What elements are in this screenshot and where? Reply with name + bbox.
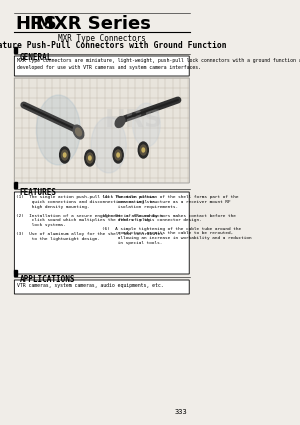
Bar [14, 47, 17, 53]
Circle shape [61, 150, 68, 160]
FancyBboxPatch shape [14, 78, 189, 183]
Text: (2)  Installation of a secure engagement is allowed by a
      click sound which: (2) Installation of a secure engagement … [16, 213, 163, 227]
Text: (5)  One of the conductors makes contact before the
      others in this connect: (5) One of the conductors makes contact … [102, 213, 236, 222]
Bar [14, 182, 17, 188]
Circle shape [113, 147, 123, 163]
Circle shape [36, 95, 80, 165]
Text: (4)  The male portion of the shell forms part of the
      connecting structure : (4) The male portion of the shell forms … [102, 195, 239, 209]
Text: HRS: HRS [105, 108, 163, 132]
Text: VTR cameras, system cameras, audio equipments, etc.: VTR cameras, system cameras, audio equip… [17, 283, 164, 288]
Text: MXR type connectors are miniature, light-weight, push-pull lock connectors with : MXR type connectors are miniature, light… [17, 58, 300, 70]
FancyBboxPatch shape [14, 56, 189, 76]
Circle shape [60, 147, 70, 163]
Text: MXR Type Connectors: MXR Type Connectors [58, 34, 146, 43]
Text: (1)  The single action push-pull lock function allows
      quick connections an: (1) The single action push-pull lock fun… [16, 195, 155, 209]
Circle shape [117, 153, 119, 157]
Circle shape [138, 142, 148, 158]
Bar [14, 270, 17, 276]
Circle shape [115, 150, 121, 160]
Text: FEATURES: FEATURES [20, 187, 56, 196]
Circle shape [142, 148, 145, 152]
Text: GENERAL: GENERAL [20, 53, 52, 62]
Text: HRS: HRS [16, 15, 57, 33]
FancyBboxPatch shape [14, 280, 189, 294]
Circle shape [91, 117, 126, 173]
Circle shape [140, 145, 146, 155]
Circle shape [87, 153, 93, 163]
Text: 333: 333 [175, 409, 187, 415]
Circle shape [63, 153, 66, 157]
Circle shape [88, 156, 91, 160]
Text: APPLICATIONS: APPLICATIONS [20, 275, 75, 284]
Text: (3)  Use of aluminum alloy for the shell has contributes
      to the lightweigh: (3) Use of aluminum alloy for the shell … [16, 232, 163, 241]
Circle shape [133, 103, 160, 147]
Ellipse shape [115, 116, 125, 127]
Text: MXR Series: MXR Series [36, 15, 151, 33]
Ellipse shape [73, 125, 84, 139]
Text: Miniature Push-Pull Connectors with Ground Function: Miniature Push-Pull Connectors with Grou… [0, 41, 227, 50]
Ellipse shape [76, 128, 82, 136]
Text: (6)  A simple tightening of the cable tube around the
      conductors permits t: (6) A simple tightening of the cable tub… [102, 227, 252, 245]
Circle shape [85, 150, 95, 166]
FancyBboxPatch shape [14, 192, 189, 274]
